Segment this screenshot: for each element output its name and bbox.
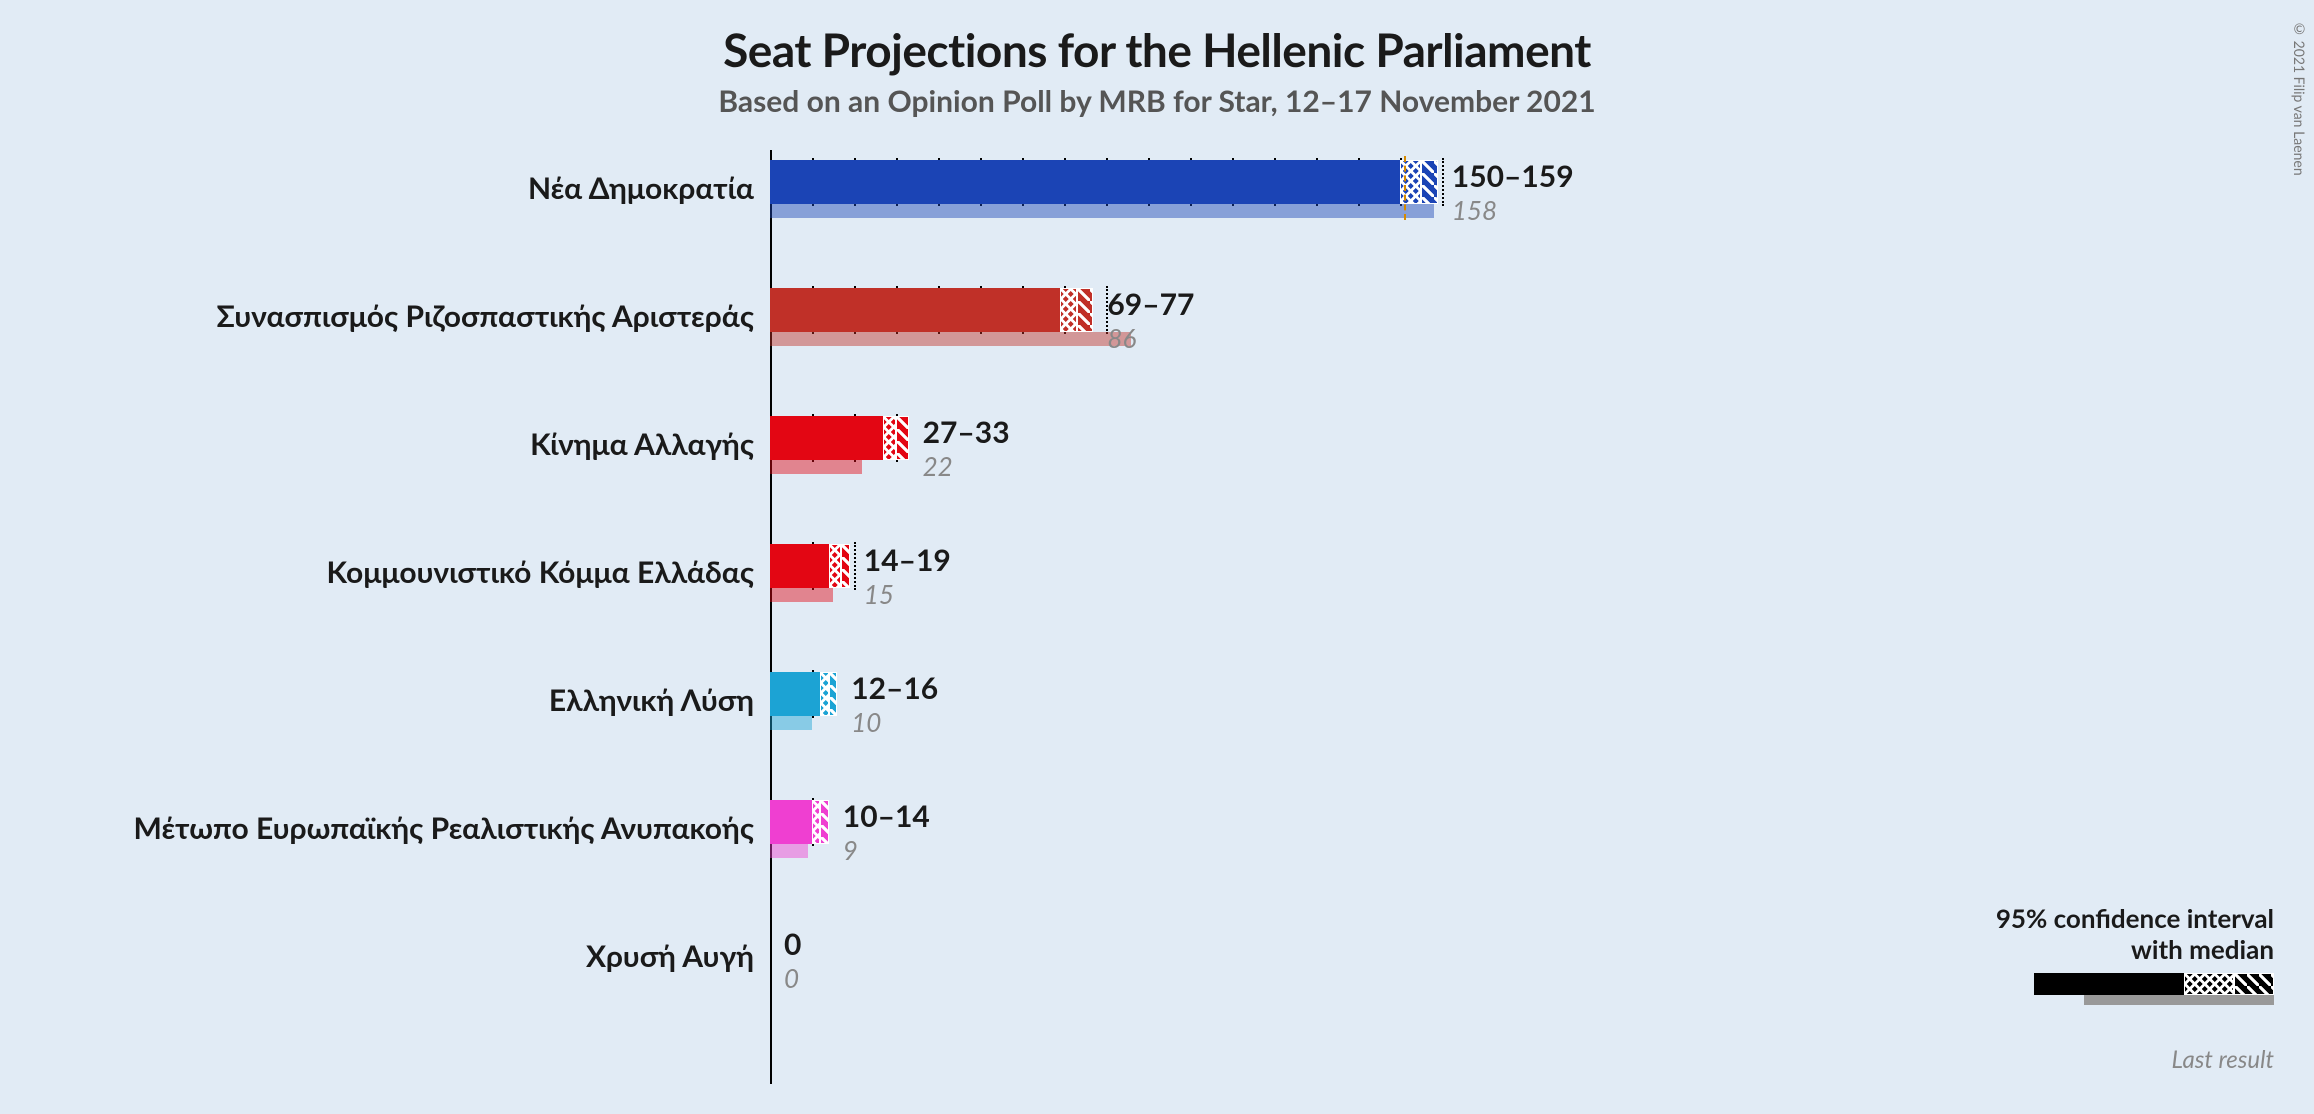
ci-solid-bar bbox=[770, 288, 1060, 332]
legend-last-result-label: Last result bbox=[1996, 1045, 2274, 1074]
party-name-label: Χρυσή Αυγή bbox=[586, 938, 754, 974]
legend: 95% confidence interval with median Last… bbox=[1996, 903, 2274, 1074]
party-name-label: Μέτωπο Ευρωπαϊκής Ρεαλιστικής Ανυπακοής bbox=[134, 810, 754, 846]
ci-upper-hatch bbox=[1077, 288, 1094, 332]
party-row: Ελληνική Λύση 12–1610 bbox=[0, 662, 2314, 757]
ci-lower-hatch bbox=[829, 544, 842, 588]
ci-solid-bar bbox=[770, 416, 883, 460]
seat-range-label: 10–14 bbox=[843, 798, 930, 834]
party-name-label: Συνασπισμός Ριζοσπαστικής Αριστεράς bbox=[217, 298, 755, 334]
last-result-label: 10 bbox=[851, 706, 881, 738]
last-result-bar bbox=[770, 716, 812, 730]
ci-upper-hatch bbox=[841, 544, 849, 588]
gridline bbox=[1442, 158, 1444, 206]
title-block: Seat Projections for the Hellenic Parlia… bbox=[0, 0, 2314, 119]
last-result-bar bbox=[770, 332, 1131, 346]
legend-ci-label: 95% confidence interval with median bbox=[1996, 903, 2274, 965]
gridline bbox=[854, 542, 856, 590]
chart-subtitle: Based on an Opinion Poll by MRB for Star… bbox=[0, 83, 2314, 119]
ci-solid-bar bbox=[770, 672, 820, 716]
ci-lower-hatch bbox=[1060, 288, 1077, 332]
seat-range-label: 12–16 bbox=[851, 670, 938, 706]
seat-range-label: 27–33 bbox=[923, 414, 1010, 450]
last-result-bar bbox=[770, 204, 1434, 218]
legend-swatch bbox=[2034, 973, 2274, 1003]
party-row: Συνασπισμός Ριζοσπαστικής Αριστεράς 69–77… bbox=[0, 278, 2314, 373]
ci-upper-hatch bbox=[820, 800, 828, 844]
seat-range-label: 0 bbox=[784, 926, 801, 962]
seat-range-label: 14–19 bbox=[864, 542, 951, 578]
last-result-label: 86 bbox=[1107, 322, 1136, 354]
last-result-label: 15 bbox=[864, 578, 894, 610]
last-result-label: 9 bbox=[843, 834, 858, 866]
last-result-bar bbox=[770, 460, 862, 474]
chart-title: Seat Projections for the Hellenic Parlia… bbox=[0, 22, 2314, 77]
ci-solid-bar bbox=[770, 544, 829, 588]
party-name-label: Κομμουνιστικό Κόμμα Ελλάδας bbox=[327, 554, 755, 590]
ci-lower-hatch bbox=[820, 672, 828, 716]
last-result-bar bbox=[770, 844, 808, 858]
party-name-label: Νέα Δημοκρατία bbox=[528, 170, 754, 206]
last-result-label: 0 bbox=[784, 962, 799, 994]
party-name-label: Ελληνική Λύση bbox=[549, 682, 754, 718]
last-result-bar bbox=[770, 588, 833, 602]
last-result-label: 158 bbox=[1452, 194, 1497, 226]
seat-range-label: 69–77 bbox=[1107, 286, 1194, 322]
ci-lower-hatch bbox=[883, 416, 896, 460]
party-name-label: Κίνημα Αλλαγής bbox=[530, 426, 754, 462]
last-result-label: 22 bbox=[923, 450, 953, 482]
ci-upper-hatch bbox=[829, 672, 837, 716]
party-row: Μέτωπο Ευρωπαϊκής Ρεαλιστικής Ανυπακοής 1… bbox=[0, 790, 2314, 885]
ci-lower-hatch bbox=[1400, 160, 1421, 204]
party-row: Νέα Δημοκρατία 150–159158 bbox=[0, 150, 2314, 245]
seat-range-label: 150–159 bbox=[1452, 158, 1574, 194]
party-row: Χρυσή Αυγή 00 bbox=[0, 918, 2314, 1013]
party-row: Κομμουνιστικό Κόμμα Ελλάδας 14–1915 bbox=[0, 534, 2314, 629]
seat-projection-chart: Νέα Δημοκρατία 150–159158 Συνασπισμός Ριζο… bbox=[0, 150, 2314, 1084]
ci-upper-hatch bbox=[1421, 160, 1438, 204]
ci-solid-bar bbox=[770, 160, 1400, 204]
majority-threshold-line bbox=[1404, 156, 1406, 220]
ci-lower-hatch bbox=[812, 800, 820, 844]
party-row: Κίνημα Αλλαγής 27–3322 bbox=[0, 406, 2314, 501]
ci-upper-hatch bbox=[896, 416, 909, 460]
ci-solid-bar bbox=[770, 800, 812, 844]
